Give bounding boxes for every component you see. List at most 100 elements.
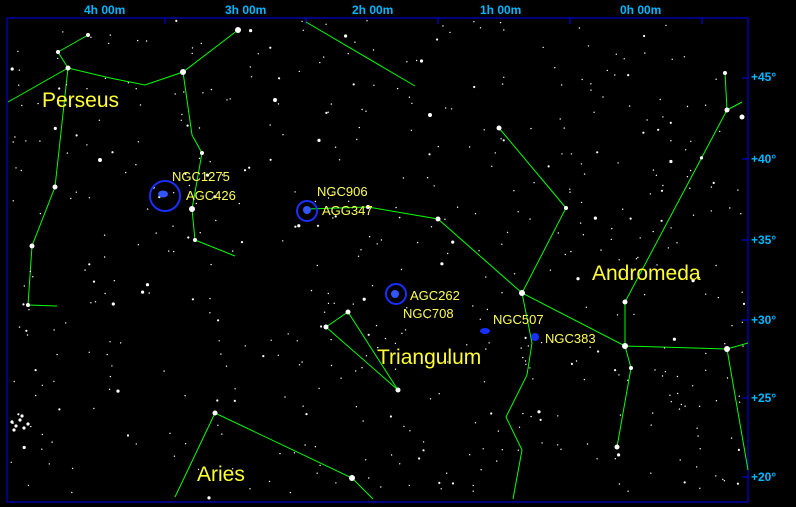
dec-label-30: +30° [751,313,777,327]
star [372,49,375,51]
star [655,174,658,176]
star [377,346,379,349]
star [135,88,137,90]
star [460,352,462,355]
star [269,124,271,126]
star [390,454,393,456]
star [75,191,78,193]
label-agg347: AGG347 [322,203,373,218]
star [184,172,187,175]
star [569,191,571,193]
star [98,119,101,122]
star [148,292,150,294]
agc262-marker [385,283,407,305]
star [664,371,667,373]
star [692,214,695,216]
star [488,342,490,344]
star [380,239,383,241]
star [360,249,362,251]
ra-label-3h: 3h 00m [225,3,267,17]
star [652,412,654,414]
star [616,314,619,316]
star [722,478,724,481]
star [513,273,516,275]
star [14,136,16,138]
star [327,197,330,199]
star [327,292,329,295]
star [298,364,301,366]
star [561,84,563,86]
star [294,191,296,193]
star [58,87,61,90]
star [430,226,433,228]
star [663,347,666,349]
star [108,42,110,45]
star [301,20,303,23]
star [371,285,374,287]
star [106,353,108,356]
star [27,484,30,487]
star [111,365,113,367]
star [643,34,646,38]
star [20,169,22,172]
star [332,217,334,219]
star [678,408,681,410]
star [679,459,681,461]
star [316,472,318,474]
star [563,127,565,129]
star [671,58,673,60]
star [502,139,505,142]
star [447,361,449,363]
star [163,370,165,372]
star [485,276,487,278]
star [602,96,604,98]
star-field [10,19,746,500]
star [90,302,92,304]
star [395,206,397,209]
star [570,362,574,365]
star [333,302,335,304]
star [210,88,213,91]
star [188,184,191,187]
star [269,158,272,161]
star [686,105,689,108]
star [518,426,521,428]
star [669,159,673,164]
star [195,202,197,205]
star [715,400,718,402]
star [483,129,485,131]
star [58,408,61,411]
star [302,405,304,407]
star [522,412,524,415]
star [18,69,21,71]
star [633,313,635,316]
star [394,368,397,370]
star [119,342,122,344]
star [547,165,550,168]
star [541,442,543,444]
star [17,50,19,53]
star [71,491,73,494]
star [520,347,522,349]
star [438,393,440,395]
star [667,247,670,249]
label-ngc708: NGC708 [403,306,454,321]
star [380,486,382,488]
star [644,52,646,54]
star [358,126,360,129]
star [659,98,661,101]
star [29,270,32,273]
star [104,292,106,295]
star [184,395,186,397]
star [561,153,563,155]
star [597,350,600,353]
star [62,31,64,33]
star [474,422,477,424]
star [22,445,26,450]
star [436,38,439,41]
star [486,308,489,311]
star [479,27,482,29]
star [137,141,140,143]
star [18,84,20,86]
star [683,56,686,58]
